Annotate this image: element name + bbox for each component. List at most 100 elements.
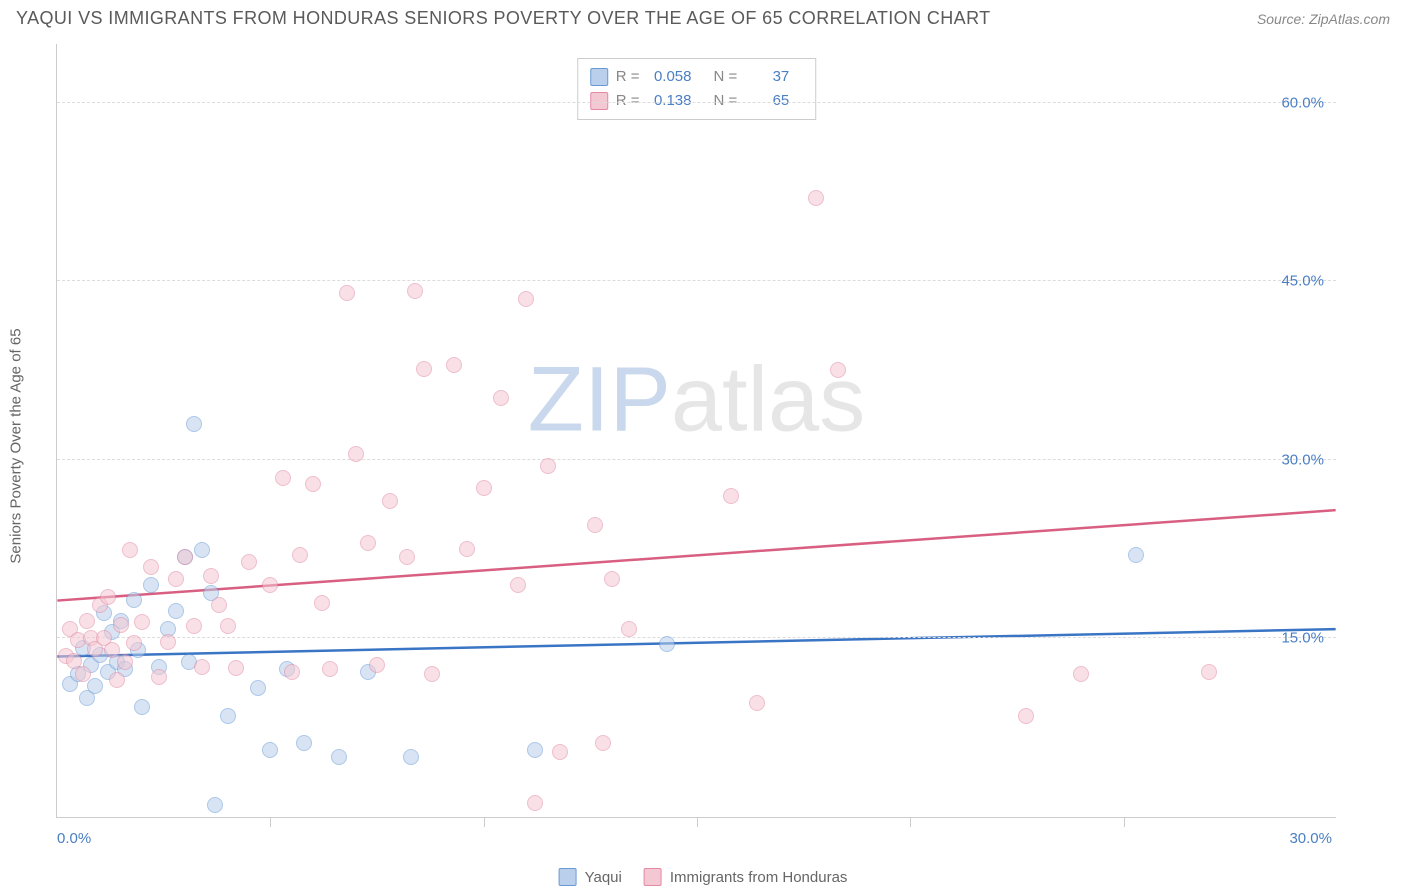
data-point-honduras xyxy=(314,595,330,611)
data-point-honduras xyxy=(416,361,432,377)
data-point-honduras xyxy=(228,660,244,676)
legend-item: Yaqui xyxy=(559,868,622,886)
data-point-yaqui xyxy=(194,542,210,558)
data-point-yaqui xyxy=(220,708,236,724)
data-point-honduras xyxy=(109,672,125,688)
data-point-yaqui xyxy=(250,680,266,696)
legend-swatch xyxy=(644,868,662,886)
data-point-honduras xyxy=(275,470,291,486)
data-point-yaqui xyxy=(296,735,312,751)
data-point-honduras xyxy=(186,618,202,634)
data-point-honduras xyxy=(79,613,95,629)
grid-line xyxy=(57,459,1336,460)
data-point-honduras xyxy=(518,291,534,307)
x-tick xyxy=(1124,817,1125,827)
data-point-honduras xyxy=(113,617,129,633)
data-point-honduras xyxy=(168,571,184,587)
stats-legend: R = 0.058 N = 37 R = 0.138 N = 65 xyxy=(577,58,817,120)
x-tick-label: 30.0% xyxy=(1289,830,1332,847)
data-point-honduras xyxy=(1073,666,1089,682)
y-tick-label: 45.0% xyxy=(1281,273,1324,290)
data-point-yaqui xyxy=(331,749,347,765)
data-point-yaqui xyxy=(1128,547,1144,563)
data-point-honduras xyxy=(493,390,509,406)
data-point-honduras xyxy=(527,795,543,811)
data-point-honduras xyxy=(348,446,364,462)
grid-line xyxy=(57,280,1336,281)
data-point-yaqui xyxy=(87,678,103,694)
x-tick xyxy=(484,817,485,827)
y-tick-label: 30.0% xyxy=(1281,451,1324,468)
chart-source: Source: ZipAtlas.com xyxy=(1257,11,1390,27)
x-tick-label: 0.0% xyxy=(57,830,91,847)
data-point-honduras xyxy=(339,285,355,301)
data-point-yaqui xyxy=(143,577,159,593)
data-point-honduras xyxy=(305,476,321,492)
data-point-honduras xyxy=(151,669,167,685)
data-point-honduras xyxy=(621,621,637,637)
data-point-honduras xyxy=(241,554,257,570)
data-point-honduras xyxy=(587,517,603,533)
data-point-honduras xyxy=(177,549,193,565)
data-point-honduras xyxy=(194,659,210,675)
y-tick-label: 15.0% xyxy=(1281,630,1324,647)
grid-line xyxy=(57,102,1336,103)
data-point-honduras xyxy=(510,577,526,593)
data-point-honduras xyxy=(143,559,159,575)
data-point-yaqui xyxy=(527,742,543,758)
data-point-yaqui xyxy=(403,749,419,765)
series-legend: Yaqui Immigrants from Honduras xyxy=(559,868,848,886)
data-point-honduras xyxy=(360,535,376,551)
data-point-yaqui xyxy=(134,699,150,715)
data-point-honduras xyxy=(203,568,219,584)
y-tick-label: 60.0% xyxy=(1281,94,1324,111)
data-point-honduras xyxy=(126,635,142,651)
trend-line-yaqui xyxy=(57,629,1335,656)
data-point-honduras xyxy=(808,190,824,206)
data-point-honduras xyxy=(382,493,398,509)
data-point-yaqui xyxy=(186,416,202,432)
data-point-honduras xyxy=(399,549,415,565)
data-point-honduras xyxy=(407,283,423,299)
data-point-yaqui xyxy=(207,797,223,813)
data-point-honduras xyxy=(160,634,176,650)
legend-row: R = 0.058 N = 37 xyxy=(590,65,804,89)
data-point-honduras xyxy=(459,541,475,557)
data-point-honduras xyxy=(830,362,846,378)
x-tick xyxy=(697,817,698,827)
data-point-yaqui xyxy=(659,636,675,652)
data-point-honduras xyxy=(104,642,120,658)
data-point-honduras xyxy=(446,357,462,373)
data-point-honduras xyxy=(540,458,556,474)
legend-swatch xyxy=(559,868,577,886)
data-point-honduras xyxy=(369,657,385,673)
data-point-honduras xyxy=(75,666,91,682)
x-tick xyxy=(270,817,271,827)
data-point-honduras xyxy=(262,577,278,593)
chart-title: YAQUI VS IMMIGRANTS FROM HONDURAS SENIOR… xyxy=(16,8,991,29)
data-point-honduras xyxy=(723,488,739,504)
data-point-honduras xyxy=(122,542,138,558)
data-point-yaqui xyxy=(168,603,184,619)
data-point-honduras xyxy=(604,571,620,587)
data-point-honduras xyxy=(117,654,133,670)
data-point-honduras xyxy=(1201,664,1217,680)
data-point-yaqui xyxy=(126,592,142,608)
data-point-honduras xyxy=(100,589,116,605)
data-point-honduras xyxy=(220,618,236,634)
data-point-honduras xyxy=(284,664,300,680)
data-point-honduras xyxy=(424,666,440,682)
data-point-yaqui xyxy=(262,742,278,758)
y-axis-label: Seniors Poverty Over the Age of 65 xyxy=(8,328,25,563)
data-point-honduras xyxy=(1018,708,1034,724)
data-point-honduras xyxy=(552,744,568,760)
data-point-honduras xyxy=(595,735,611,751)
data-point-honduras xyxy=(749,695,765,711)
data-point-honduras xyxy=(134,614,150,630)
x-tick xyxy=(910,817,911,827)
data-point-honduras xyxy=(322,661,338,677)
grid-line xyxy=(57,637,1336,638)
legend-item: Immigrants from Honduras xyxy=(644,868,848,886)
watermark: ZIPatlas xyxy=(528,347,865,452)
data-point-honduras xyxy=(476,480,492,496)
